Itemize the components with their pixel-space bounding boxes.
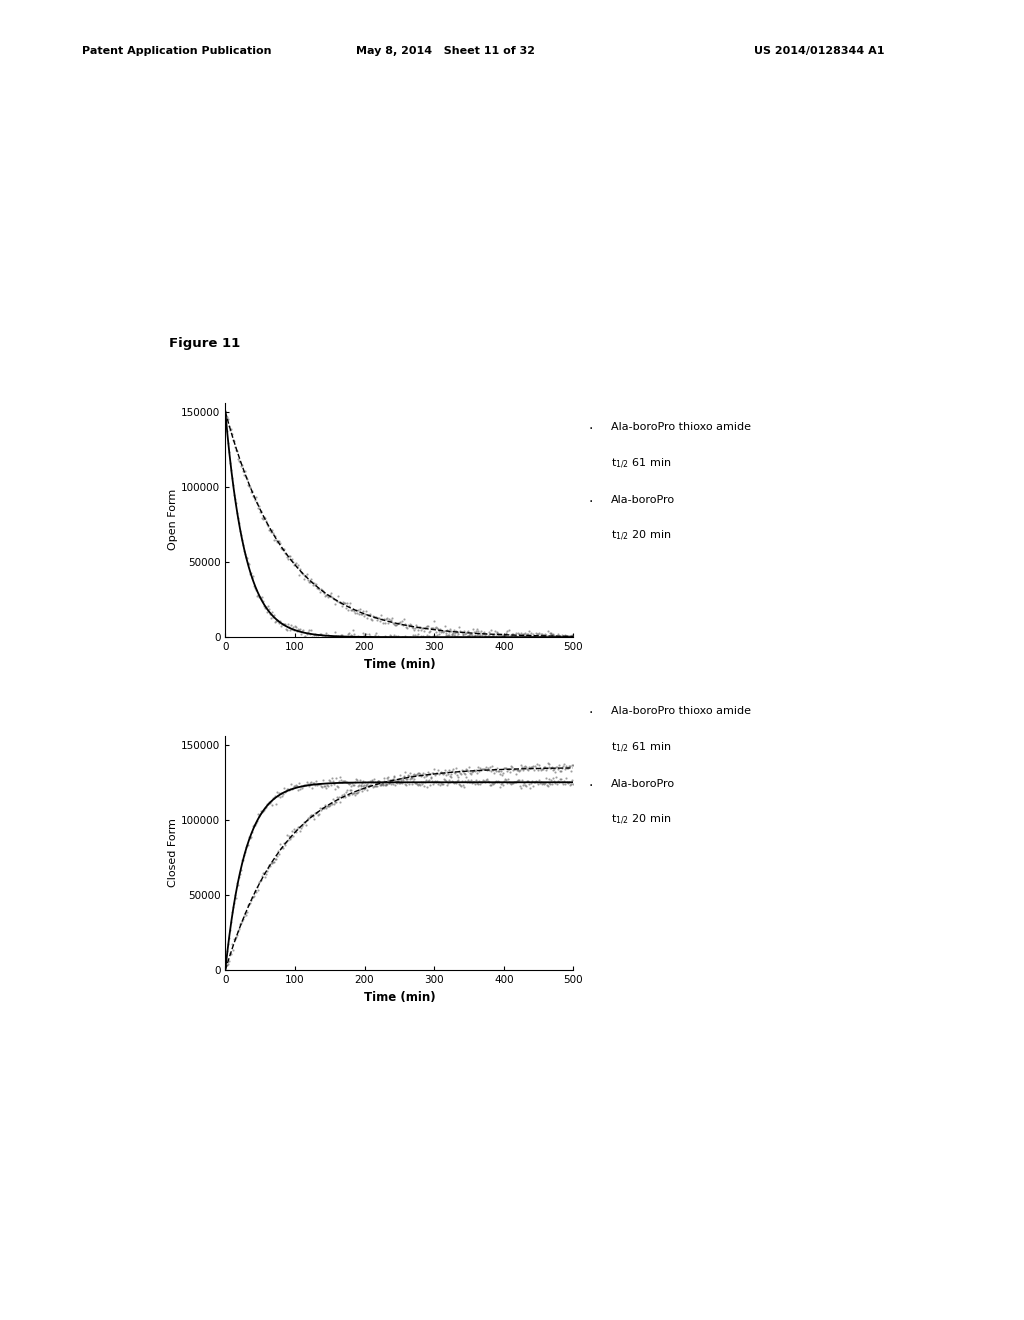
Text: ·: · — [589, 779, 593, 793]
Text: ·: · — [589, 706, 593, 721]
Text: Ala-boroPro thioxo amide: Ala-boroPro thioxo amide — [611, 422, 752, 433]
Text: ·: · — [589, 495, 593, 510]
Text: May 8, 2014   Sheet 11 of 32: May 8, 2014 Sheet 11 of 32 — [356, 46, 535, 57]
Y-axis label: Open Form: Open Form — [168, 490, 178, 550]
Text: Patent Application Publication: Patent Application Publication — [82, 46, 271, 57]
X-axis label: Time (min): Time (min) — [364, 990, 435, 1003]
Y-axis label: Closed Form: Closed Form — [168, 818, 178, 887]
Text: Ala-boroPro thioxo amide: Ala-boroPro thioxo amide — [611, 706, 752, 717]
Text: ·: · — [589, 422, 593, 437]
Text: t$_{1/2}$ 20 min: t$_{1/2}$ 20 min — [611, 529, 672, 544]
Text: t$_{1/2}$ 61 min: t$_{1/2}$ 61 min — [611, 457, 672, 471]
Text: Ala-boroPro: Ala-boroPro — [611, 495, 676, 506]
Text: US 2014/0128344 A1: US 2014/0128344 A1 — [754, 46, 885, 57]
Text: Ala-boroPro: Ala-boroPro — [611, 779, 676, 789]
Text: Figure 11: Figure 11 — [169, 337, 241, 350]
Text: t$_{1/2}$ 61 min: t$_{1/2}$ 61 min — [611, 741, 672, 755]
Text: t$_{1/2}$ 20 min: t$_{1/2}$ 20 min — [611, 813, 672, 828]
X-axis label: Time (min): Time (min) — [364, 657, 435, 671]
